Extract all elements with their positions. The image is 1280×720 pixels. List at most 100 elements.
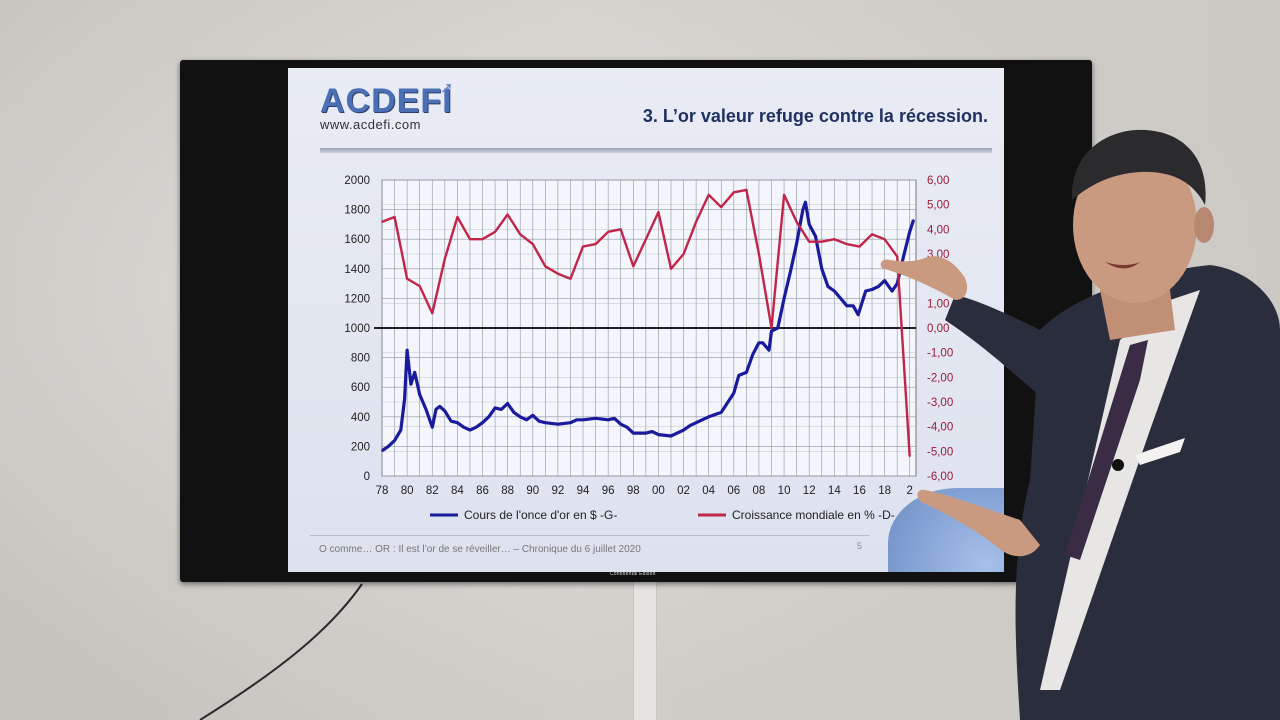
legend-label: Cours de l'once d'or en $ -G- [464,508,617,522]
data-point-growth [695,221,697,223]
data-point-gold [594,417,597,420]
data-point-gold [657,433,660,436]
x-tick-label: 16 [853,485,866,497]
data-point-growth [783,194,785,196]
data-point-growth [707,194,710,196]
y-left-tick-label: 0 [364,471,370,483]
data-point-gold [776,327,779,329]
data-point-growth [808,240,810,243]
data-point-gold [814,235,817,238]
data-point-gold [789,270,792,273]
x-tick-label: 04 [702,485,715,497]
data-point-gold [804,201,807,203]
logo-url: www.acdefi.com [320,117,421,132]
data-point-gold [481,421,484,424]
data-point-growth [607,231,609,233]
data-point-gold [733,392,735,394]
slide-footer: O comme… OR : Il est l’or de se réveille… [319,544,641,555]
data-point-growth [745,189,748,191]
logo: ACDEFI www.acdefi.com ➚ [320,80,453,132]
x-tick-label: 96 [602,485,615,497]
data-point-gold [557,423,559,426]
presenter-ear [1194,207,1214,243]
x-tick-label: 94 [577,485,590,497]
data-point-gold [403,398,406,400]
data-point-gold [494,407,496,409]
data-point-gold [864,290,867,292]
data-point-growth [506,213,509,216]
data-point-growth [645,238,647,240]
page-number: 5 [857,541,863,551]
data-point-gold [438,405,441,408]
chart-legend: Cours de l'once d'or en $ -G- Croissance … [430,508,895,522]
series-layer [381,188,916,458]
data-point-gold [707,416,710,418]
data-point-growth [569,277,572,280]
data-point-gold [689,424,691,427]
y-left-tick-label: 1600 [344,234,370,246]
data-point-gold [513,411,515,414]
data-point-gold [544,421,547,424]
data-point-growth [381,221,383,223]
y-right-tick-label: -5,00 [927,446,953,458]
data-point-gold [413,371,416,374]
presenter-tie [1065,340,1148,560]
data-point-gold [761,342,764,344]
data-point-gold [435,408,437,411]
y-right-tick-label: 5,00 [927,200,949,212]
x-tick-label: 00 [652,485,665,497]
data-point-growth [557,272,559,275]
data-point-gold [418,393,421,396]
x-tick-label: 14 [828,485,841,497]
data-point-gold [410,383,412,386]
y-right-tick-label: -1,00 [927,348,953,360]
data-point-growth [481,238,484,240]
y-right-tick-label: -6,00 [927,471,953,483]
data-point-gold [626,426,628,428]
y-left-tick-label: 1800 [344,205,370,217]
data-point-gold [758,342,760,344]
data-point-gold [450,420,452,423]
data-point-growth [858,245,861,248]
y-right-tick-label: 0,00 [927,323,949,335]
x-tick-label: 02 [677,485,690,497]
data-point-gold [519,416,522,418]
data-point-gold [632,432,635,434]
arrow-up-right-icon: ➚ [440,80,454,97]
data-point-gold [839,297,842,300]
data-point-growth [619,228,622,231]
data-point-growth [444,258,446,260]
data-point-gold [500,408,503,411]
data-point-gold [469,429,471,431]
data-point-growth [519,233,522,236]
data-point-gold [475,426,478,428]
data-point-growth [582,245,584,248]
data-point-growth [406,277,408,280]
y-right-tick-label: -2,00 [927,372,953,384]
data-point-growth [469,238,471,240]
data-point-gold [393,439,396,442]
slide: ACDEFI www.acdefi.com ➚ 3. L’or valeur r… [288,68,1004,572]
data-point-gold [695,421,697,424]
y-right-tick-label: -3,00 [927,397,953,409]
data-point-gold [883,279,886,282]
x-tick-label: 80 [401,485,414,497]
data-point-growth [431,312,434,314]
y-left-tick-label: 200 [351,441,370,453]
data-point-gold [651,430,653,433]
data-point-gold [871,288,873,291]
data-point-growth [594,243,597,245]
data-point-gold [406,349,408,352]
data-point-gold [745,371,748,374]
presenter-head [1073,147,1197,303]
presenter-hand-raised [880,256,968,300]
data-point-gold [808,223,810,226]
data-point-gold [569,421,572,424]
y-right-tick-label: 6,00 [927,175,949,187]
data-point-gold [613,417,616,420]
data-point-gold [538,420,540,423]
data-point-gold [645,432,647,434]
presenter-shirt [1040,290,1200,690]
